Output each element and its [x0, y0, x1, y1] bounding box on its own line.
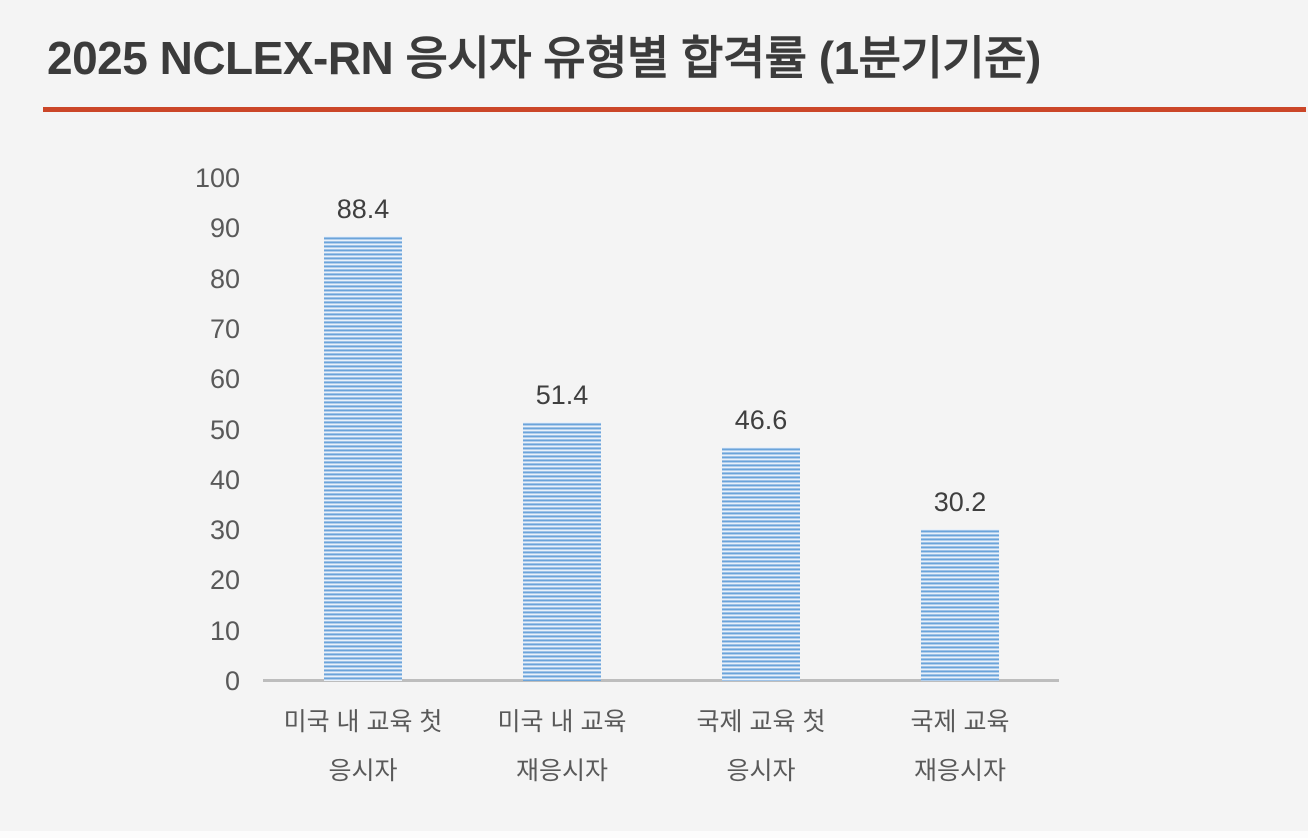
y-axis-tick-label: 0: [224, 666, 240, 696]
chart-title: 2025 NCLEX-RN 응시자 유형별 합격률 (1분기기준): [47, 32, 1041, 84]
y-axis-tick-label: 10: [209, 615, 240, 646]
bar: [921, 529, 999, 681]
bar-value-label: 51.4: [535, 380, 589, 410]
y-axis-tick-label: 40: [209, 464, 240, 495]
bottom-margin: [0, 831, 1308, 838]
x-axis-category-label: 국제 교육 재응시자: [910, 708, 1010, 785]
y-axis-tick-label: 30: [209, 515, 240, 546]
y-axis-tick-label: 20: [209, 565, 240, 596]
y-axis-tick-label: 80: [209, 263, 240, 294]
x-axis-category-label: 국제 교육 첫 응시자: [696, 708, 826, 785]
y-axis-tick-label: 60: [209, 364, 240, 395]
bar: [324, 236, 402, 681]
x-axis-line: [263, 679, 1059, 682]
y-axis-tick-label: 90: [209, 213, 240, 244]
title-underline-rule: [43, 107, 1306, 112]
bar-value-label: 30.2: [933, 487, 987, 517]
x-axis-category-label: 미국 내 교육 재응시자: [497, 708, 627, 785]
y-axis-tick-label: 100: [194, 163, 240, 193]
bar: [523, 422, 601, 681]
bar: [722, 447, 800, 681]
bar-value-label: 88.4: [336, 194, 390, 224]
x-axis-category-label: 미국 내 교육 첫 응시자: [283, 708, 443, 785]
y-axis-tick-label: 70: [209, 313, 240, 344]
y-axis-tick-label: 50: [209, 414, 240, 445]
bar-value-label: 46.6: [734, 405, 788, 435]
